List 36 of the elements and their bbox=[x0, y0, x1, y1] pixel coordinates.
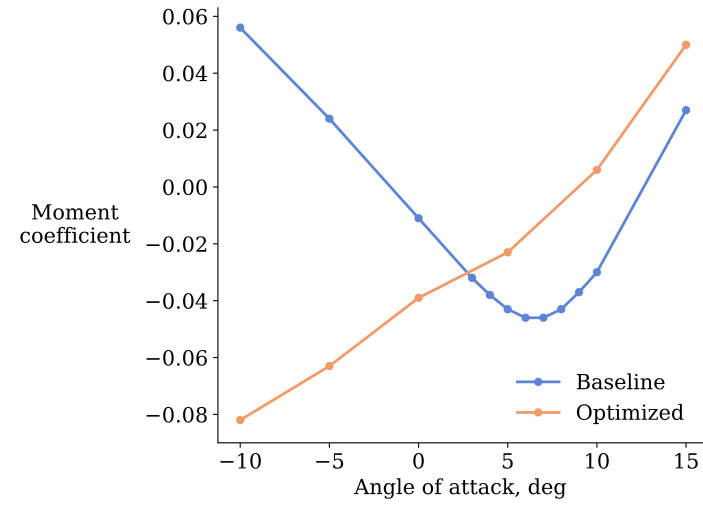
point bbox=[504, 248, 512, 257]
point bbox=[236, 24, 244, 32]
legend-label: Baseline bbox=[576, 373, 665, 390]
point bbox=[414, 294, 423, 302]
y-tick-label: 0.02 bbox=[163, 122, 206, 138]
y-tick-label: −0.08 bbox=[146, 406, 207, 423]
y-tick-label: 0.00 bbox=[163, 179, 207, 196]
point bbox=[414, 214, 423, 222]
point bbox=[325, 114, 334, 123]
point bbox=[504, 305, 512, 314]
y-tick-label: 0.04 bbox=[163, 66, 208, 82]
x-tick-label: 10 bbox=[586, 452, 609, 469]
point bbox=[682, 40, 690, 49]
y-axis-title: Moment coefficient bbox=[20, 204, 130, 244]
point bbox=[521, 314, 530, 322]
point bbox=[557, 305, 566, 314]
legend-label: Optimized bbox=[576, 404, 684, 424]
x-tick-label: 0 bbox=[413, 452, 424, 469]
x-axis-title: Angle of attack, deg bbox=[354, 478, 566, 499]
x-tick-label: −5 bbox=[316, 453, 344, 469]
point bbox=[592, 166, 602, 174]
point bbox=[486, 290, 494, 300]
x-tick-label: −10 bbox=[220, 452, 261, 469]
point bbox=[682, 106, 690, 114]
point bbox=[539, 314, 548, 322]
y-tick-label: −0.02 bbox=[146, 236, 206, 252]
y-tick-label: −0.06 bbox=[146, 350, 207, 366]
point bbox=[592, 268, 602, 276]
x-tick-label: 5 bbox=[502, 453, 513, 469]
point bbox=[574, 288, 584, 296]
y-tick-label: 0.06 bbox=[163, 8, 207, 25]
point bbox=[468, 274, 476, 282]
point bbox=[325, 362, 334, 370]
y-tick-label: −0.04 bbox=[146, 293, 208, 309]
x-tick-label: 15 bbox=[675, 452, 698, 469]
point bbox=[236, 416, 244, 424]
